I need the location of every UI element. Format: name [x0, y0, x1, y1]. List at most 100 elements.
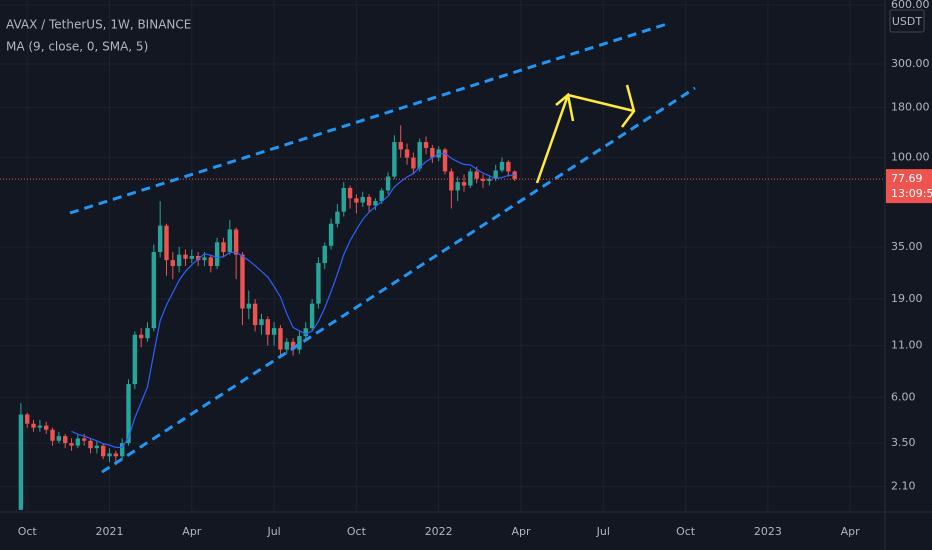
marks — [0, 125, 885, 510]
x-tick-label: 2023 — [754, 525, 782, 538]
candle-body — [138, 334, 144, 339]
candle-body — [417, 142, 422, 169]
candle-body — [284, 341, 289, 350]
x-tick-label: Oct — [347, 525, 367, 538]
candle-body — [88, 440, 93, 449]
candle-body — [132, 334, 138, 385]
candle-body — [335, 211, 340, 224]
arrow-head — [555, 92, 575, 122]
candle-body — [113, 453, 119, 457]
candle-body — [468, 171, 473, 186]
candle-body — [214, 242, 220, 267]
candle-body — [246, 303, 251, 309]
candle-body — [56, 436, 62, 441]
candle-body — [290, 341, 296, 350]
candle-body — [392, 142, 397, 177]
candle-body — [499, 161, 505, 171]
countdown-label: 13:09:52 — [891, 187, 932, 200]
candle-body — [303, 328, 308, 337]
currency-box — [889, 9, 925, 33]
candle-body — [145, 328, 150, 339]
candle-body — [31, 423, 36, 428]
trend-line-lower — [101, 86, 696, 474]
x-tick-label: Jul — [266, 525, 280, 538]
candle-body — [297, 336, 302, 350]
candle-body — [164, 225, 169, 261]
candle-body — [474, 171, 479, 179]
moving-average-line — [71, 152, 515, 449]
candle-body — [157, 225, 163, 253]
candle-body — [506, 161, 511, 172]
candle-body — [25, 414, 30, 424]
candle-body — [430, 147, 435, 158]
y-tick-label: 19.00 — [891, 292, 923, 305]
candle-body — [271, 328, 277, 335]
candle-body — [208, 257, 214, 267]
candle-body — [398, 142, 403, 150]
y-tick-label: 180.00 — [891, 101, 930, 114]
candle-body — [151, 252, 157, 329]
candle-body — [119, 443, 125, 457]
candle-body — [347, 187, 353, 199]
candle-body — [227, 229, 232, 253]
x-tick-label: Apr — [841, 525, 861, 538]
y-tick-label: 100.00 — [891, 151, 930, 164]
axes: 600.00 300.00 180.00 100.00 35.00 19.00 11.00 6… — [18, 0, 932, 538]
x-tick-label: Apr — [182, 525, 202, 538]
candle-body — [233, 229, 239, 255]
indicator-label: MA (9, close, 0, SMA, 5) — [6, 40, 148, 54]
candle-body — [126, 384, 131, 444]
arrow-head — [621, 84, 636, 128]
candle-body — [44, 425, 49, 430]
candle-body — [404, 149, 410, 158]
candle-body — [373, 201, 378, 206]
y-tick-label: 3.50 — [891, 436, 916, 449]
candle-body — [328, 223, 334, 246]
candle-body — [360, 196, 365, 203]
candle-body — [278, 328, 283, 350]
y-tick-label: 35.00 — [891, 240, 923, 253]
drawings — [69, 21, 696, 474]
candle-body — [259, 319, 264, 326]
candle-body — [252, 303, 258, 326]
candle-body — [170, 260, 176, 267]
candle-body — [461, 182, 467, 186]
candle-body — [195, 255, 201, 261]
candle-body — [50, 429, 55, 441]
candle-body — [366, 196, 372, 206]
y-tick-label: 11.00 — [891, 339, 923, 352]
candle-body — [442, 149, 448, 172]
candle-body — [100, 445, 106, 457]
candle-body — [411, 157, 416, 169]
candle-body — [202, 257, 207, 261]
currency: USDT — [892, 15, 923, 28]
candle-body — [316, 263, 321, 304]
candle-body — [75, 438, 81, 446]
x-tick-label: 2022 — [425, 525, 453, 538]
y-tick-label: 6.00 — [891, 390, 916, 403]
candle-body — [37, 425, 43, 428]
candle-body — [480, 178, 486, 181]
candle-body — [341, 187, 346, 212]
candle-body — [379, 190, 384, 202]
candle-body — [354, 198, 359, 203]
candle-body — [423, 142, 429, 148]
candle-body — [221, 242, 226, 253]
candle-body — [265, 319, 270, 335]
last-price-box — [886, 169, 932, 204]
candle-body — [176, 254, 182, 267]
candle-body — [81, 438, 87, 441]
x-tick-label: Jul — [596, 525, 610, 538]
x-tick-label: Oct — [18, 525, 38, 538]
candle-body — [385, 176, 391, 191]
candle-body — [455, 182, 460, 191]
candle-body — [69, 443, 74, 446]
candle-body — [240, 254, 245, 309]
candle-body — [322, 245, 327, 264]
candle-body — [493, 170, 498, 179]
candle-body — [449, 171, 454, 191]
candle-body — [309, 303, 315, 329]
